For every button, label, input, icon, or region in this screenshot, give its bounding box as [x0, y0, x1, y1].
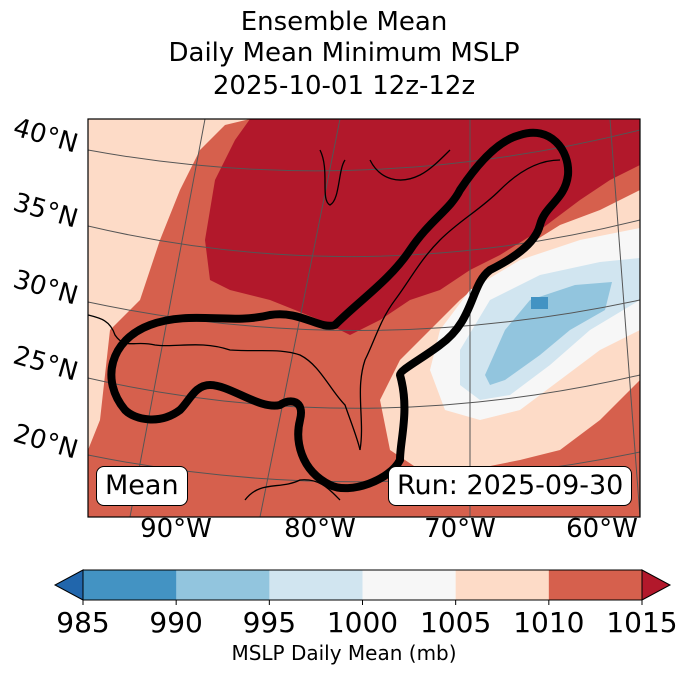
lon-tick-80w: 80°W — [284, 514, 356, 544]
field-990-995 — [485, 282, 612, 385]
chart-title-line-2: Daily Mean Minimum MSLP — [168, 38, 520, 68]
mean-label-box: Mean — [96, 466, 188, 506]
colorbar-segment-1010 — [548, 570, 643, 600]
colorbar-segment-995 — [269, 570, 363, 600]
chart-title-line-3: 2025-10-01 12z-12z — [212, 71, 476, 101]
colorbar-tick-985: 985 — [56, 606, 110, 639]
colorbar-segment-990 — [176, 570, 270, 600]
colorbar-over-arrow — [641, 569, 672, 601]
colorbar-label: MSLP Daily Mean (mb) — [231, 641, 457, 665]
chart-title-line-1: Ensemble Mean — [240, 7, 448, 37]
lon-tick-60w: 60°W — [566, 514, 638, 544]
colorbar-segment-985 — [83, 570, 177, 600]
contour-outline — [107, 128, 573, 493]
lon-tick-70w: 70°W — [424, 514, 496, 544]
colorbar-segment-1000 — [362, 570, 457, 600]
colorbar-tick-995: 995 — [242, 606, 297, 639]
run-date-box: Run: 2025-09-30 — [388, 466, 633, 506]
map-field — [88, 119, 640, 517]
colorbar-segment-1005 — [455, 570, 550, 600]
field-985-990 — [531, 297, 548, 309]
colorbar-tick-990: 990 — [149, 606, 203, 639]
colorbar-tick-1015: 1015 — [606, 606, 678, 639]
colorbar-tick-1010: 1010 — [513, 606, 585, 639]
colorbar-tick-1000: 1000 — [326, 606, 399, 639]
field-above-1015 — [205, 119, 640, 335]
lon-tick-90w: 90°W — [140, 514, 212, 544]
coastlines — [88, 149, 561, 501]
colorbar-under-arrow — [53, 569, 84, 601]
map-frame — [87, 118, 641, 518]
colorbar-tick-1005: 1005 — [420, 606, 492, 639]
colorbar — [53, 569, 672, 605]
